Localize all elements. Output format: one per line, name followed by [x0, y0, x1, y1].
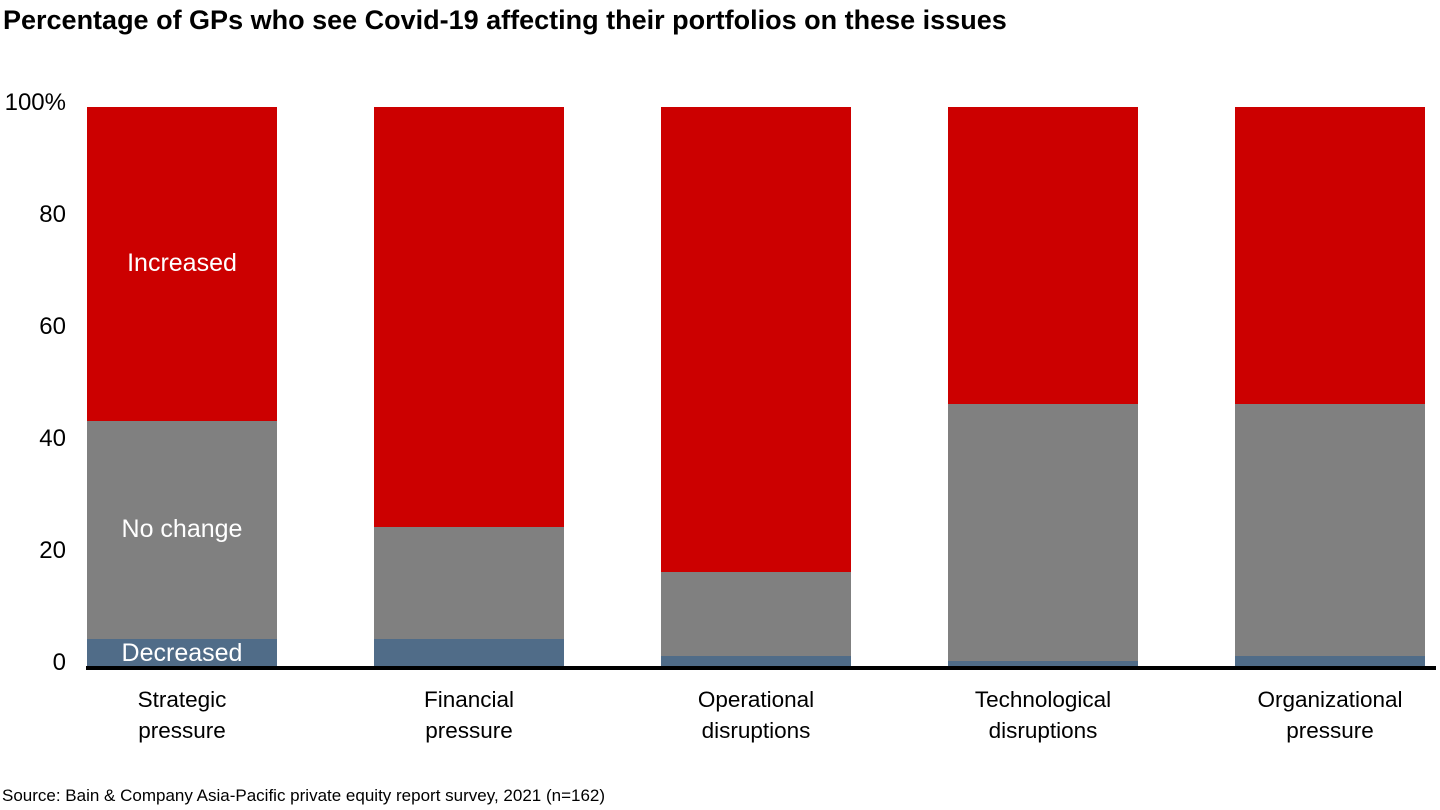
segment-increased-2: [374, 107, 564, 527]
category-label-line: pressure: [1286, 718, 1374, 743]
series-label-decreased: Decreased: [121, 638, 243, 667]
segment-no-change-2: [374, 527, 564, 639]
category-label-operational-disruptions: Operational disruptions: [626, 684, 886, 746]
category-label-line: Technological: [974, 687, 1112, 712]
category-label-line: disruptions: [988, 718, 1098, 743]
segment-decreased-3: [661, 655, 851, 667]
category-label-line: Operational: [697, 687, 815, 712]
segment-no-change-3: [661, 571, 851, 656]
series-label-no-change: No change: [121, 515, 243, 544]
bar-financial-pressure: [374, 107, 564, 667]
segment-increased-3: [661, 107, 851, 572]
bar-operational-disruptions: [661, 107, 851, 667]
x-axis-line: [86, 666, 1436, 670]
source-note: Source: Bain & Company Asia-Pacific priv…: [2, 786, 606, 805]
y-tick-label-60: 60: [39, 313, 66, 340]
category-label-line: Strategic: [137, 687, 227, 712]
segment-no-change-4: [948, 403, 1138, 662]
segment-decreased-4: [948, 661, 1138, 667]
segment-decreased-5: [1235, 655, 1425, 667]
y-tick-label-0: 0: [52, 649, 66, 676]
segment-increased-5: [1235, 107, 1425, 404]
segment-increased-1: Increased: [87, 107, 277, 421]
y-tick-label-40: 40: [39, 425, 66, 452]
segment-no-change-5: [1235, 403, 1425, 656]
segment-increased-4: [948, 107, 1138, 404]
category-label-financial-pressure: Financial pressure: [339, 684, 599, 746]
segment-decreased-1: Decreased: [87, 639, 277, 667]
y-tick-label-80: 80: [39, 201, 66, 228]
segment-decreased-2: [374, 639, 564, 667]
segment-no-change-1: No change: [87, 420, 277, 639]
series-label-increased: Increased: [127, 249, 237, 278]
category-label-line: Organizational: [1257, 687, 1403, 712]
category-label-line: disruptions: [701, 718, 811, 743]
category-label-strategic-pressure: Strategic pressure: [52, 684, 312, 746]
category-label-technological-disruptions: Technological disruptions: [913, 684, 1173, 746]
bar-technological-disruptions: [948, 107, 1138, 667]
category-label-organizational-pressure: Organizational pressure: [1200, 684, 1440, 746]
y-tick-label-20: 20: [39, 537, 66, 564]
category-label-line: pressure: [138, 718, 226, 743]
bar-strategic-pressure: Decreased No change Increased: [87, 107, 277, 667]
y-tick-label-100: 100%: [4, 89, 66, 116]
chart-title: Percentage of GPs who see Covid-19 affec…: [3, 5, 1007, 35]
category-label-line: Financial: [423, 687, 515, 712]
bar-organizational-pressure: [1235, 107, 1425, 667]
category-label-line: pressure: [425, 718, 513, 743]
plot-area: Decreased No change Increased: [86, 107, 1432, 667]
